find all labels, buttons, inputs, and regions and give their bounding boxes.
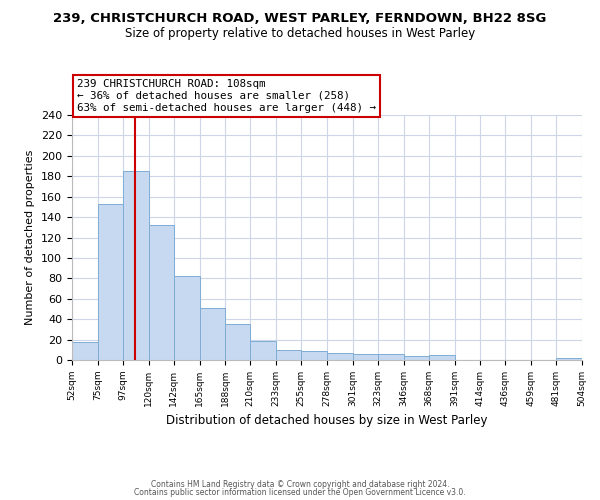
Bar: [353, 354, 378, 360]
Y-axis label: Number of detached properties: Number of detached properties: [25, 150, 35, 325]
Bar: [276, 350, 301, 360]
Bar: [199, 308, 226, 360]
Bar: [149, 225, 173, 360]
Bar: [404, 356, 428, 360]
X-axis label: Distribution of detached houses by size in West Parley: Distribution of detached houses by size …: [166, 414, 488, 428]
Bar: [250, 340, 276, 360]
Bar: [378, 354, 404, 360]
Bar: [556, 358, 582, 360]
Text: Size of property relative to detached houses in West Parley: Size of property relative to detached ho…: [125, 28, 475, 40]
Bar: [173, 276, 199, 360]
Bar: [226, 324, 250, 360]
Bar: [123, 171, 149, 360]
Text: 239, CHRISTCHURCH ROAD, WEST PARLEY, FERNDOWN, BH22 8SG: 239, CHRISTCHURCH ROAD, WEST PARLEY, FER…: [53, 12, 547, 26]
Bar: [327, 353, 353, 360]
Text: 239 CHRISTCHURCH ROAD: 108sqm
← 36% of detached houses are smaller (258)
63% of : 239 CHRISTCHURCH ROAD: 108sqm ← 36% of d…: [77, 80, 376, 112]
Bar: [301, 351, 327, 360]
Bar: [428, 355, 455, 360]
Bar: [72, 342, 98, 360]
Text: Contains public sector information licensed under the Open Government Licence v3: Contains public sector information licen…: [134, 488, 466, 497]
Bar: [98, 204, 123, 360]
Text: Contains HM Land Registry data © Crown copyright and database right 2024.: Contains HM Land Registry data © Crown c…: [151, 480, 449, 489]
